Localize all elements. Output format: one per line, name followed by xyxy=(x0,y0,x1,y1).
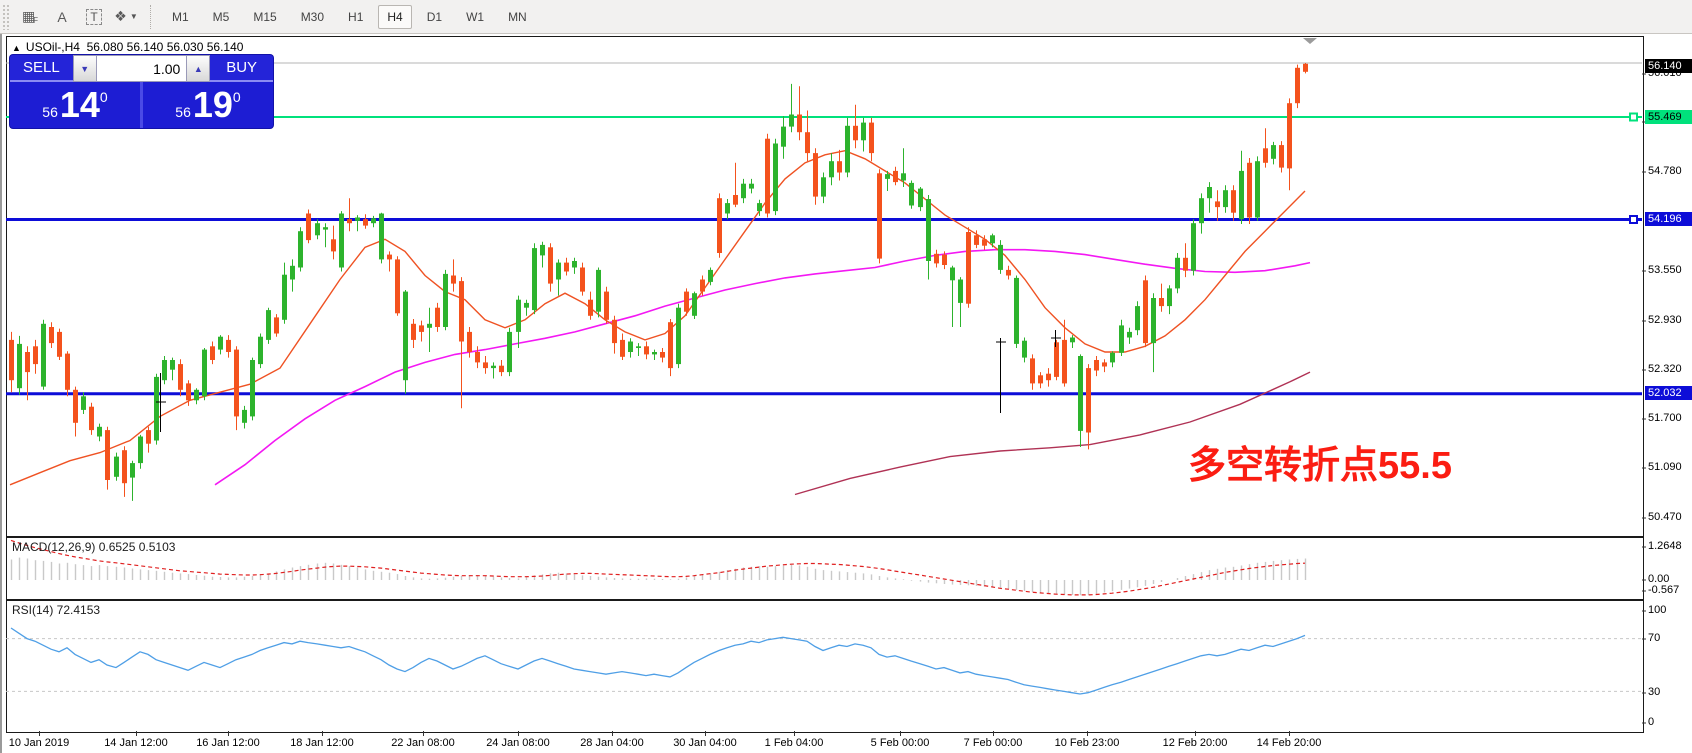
timeframe-m5[interactable]: M5 xyxy=(212,9,230,24)
rsi-tick-label: 100 xyxy=(1648,604,1667,616)
volume-input[interactable]: 1.00 xyxy=(96,55,187,82)
sell-button[interactable]: SELL xyxy=(10,55,73,82)
chevron-down-icon: ▼ xyxy=(129,12,138,21)
price-tick-label: 51.090 xyxy=(1648,461,1682,473)
arrange-arrows-icon[interactable]: ❖ ▼ xyxy=(114,8,138,24)
macd-pane[interactable] xyxy=(6,537,1644,600)
time-axis-label: 18 Jan 12:00 xyxy=(290,737,354,749)
time-axis-label: 28 Jan 04:00 xyxy=(580,737,644,749)
grid-f-icon[interactable]: ▦ F xyxy=(21,8,39,25)
rsi-pane[interactable] xyxy=(6,600,1644,733)
time-axis-label: 5 Feb 00:00 xyxy=(870,737,930,749)
time-axis-label: 7 Feb 00:00 xyxy=(963,737,1023,749)
buy-button[interactable]: BUY xyxy=(210,55,273,82)
rsi-indicator-label: RSI(14) 72.4153 xyxy=(12,603,101,617)
timeframe-h1[interactable]: H1 xyxy=(348,9,364,24)
chart-title: ▲ USOil-,H4 56.080 56.140 56.030 56.140 xyxy=(12,40,243,54)
timeframe-bar: M1 M5 M15 M30 H1 H4 D1 W1 MN xyxy=(160,4,539,29)
time-axis-label: 14 Jan 12:00 xyxy=(104,737,168,749)
time-axis-label: 30 Jan 04:00 xyxy=(673,737,737,749)
toolbar-separator xyxy=(150,4,152,29)
time-axis-label: 1 Feb 04:00 xyxy=(764,737,824,749)
buy-price[interactable]: 56 19 0 xyxy=(175,84,241,125)
main-chart-pane[interactable] xyxy=(6,36,1644,537)
ohlc-close: 56.140 xyxy=(206,40,244,54)
font-a-icon[interactable]: A xyxy=(57,8,67,25)
timeframe-w1[interactable]: W1 xyxy=(466,9,485,24)
price-tick-label: 50.470 xyxy=(1648,511,1682,523)
timeframe-mn[interactable]: MN xyxy=(508,9,527,24)
ohlc-low: 56.030 xyxy=(166,40,204,54)
macd-indicator-label: MACD(12,26,9) 0.6525 0.5103 xyxy=(12,540,176,554)
volume-down-button[interactable]: ▼ xyxy=(72,55,97,82)
timeframe-m15[interactable]: M15 xyxy=(253,9,277,24)
rsi-tick-label: 0 xyxy=(1648,716,1655,728)
symbol-name: USOil-,H4 xyxy=(25,40,80,54)
volume-up-button[interactable]: ▲ xyxy=(186,55,211,82)
macd-tick-label: -0.567 xyxy=(1648,584,1680,596)
text-label-icon[interactable]: T xyxy=(80,4,108,30)
sell-price[interactable]: 56 14 0 xyxy=(42,84,108,125)
price-separator xyxy=(140,82,143,128)
price-tick-label: 53.550 xyxy=(1648,264,1682,276)
time-axis-label: 22 Jan 08:00 xyxy=(391,737,455,749)
ohlc-high: 56.140 xyxy=(126,40,164,54)
rsi-tick-label: 70 xyxy=(1648,632,1661,644)
time-axis-label: 24 Jan 08:00 xyxy=(486,737,550,749)
time-axis-label: 12 Feb 20:00 xyxy=(1162,737,1228,749)
price-badge: 56.140 xyxy=(1645,59,1692,73)
macd-tick-label: 0.00 xyxy=(1648,573,1670,585)
one-click-trade-panel: SELL ▼ 1.00 ▲ BUY 56 14 0 56 19 0 xyxy=(10,55,273,128)
collapse-arrow-icon[interactable]: ▲ xyxy=(12,43,21,53)
price-tick-label: 54.780 xyxy=(1648,165,1682,177)
toolbar-grip[interactable] xyxy=(2,3,10,30)
window-left-border xyxy=(0,34,2,753)
price-badge: 52.032 xyxy=(1645,386,1692,400)
ohlc-open: 56.080 xyxy=(86,40,124,54)
price-badge: 55.469 xyxy=(1645,110,1692,124)
price-tick-label: 51.700 xyxy=(1648,412,1682,424)
timeframe-m30[interactable]: M30 xyxy=(300,9,325,24)
price-badge: 54.196 xyxy=(1645,212,1692,226)
timeframe-m1[interactable]: M1 xyxy=(172,9,189,24)
time-axis-label: 14 Feb 20:00 xyxy=(1256,737,1322,749)
macd-tick-label: 1.2648 xyxy=(1648,540,1682,552)
rsi-tick-label: 30 xyxy=(1648,686,1661,698)
time-axis-label: 10 Jan 2019 xyxy=(8,737,70,749)
annotation-text: 多空转折点55.5 xyxy=(1188,445,1452,487)
timeframe-h4[interactable]: H4 xyxy=(378,4,412,29)
price-tick-label: 52.320 xyxy=(1648,363,1682,375)
toolbar: ▦ F A T ❖ ▼ M1 M5 M15 M30 H1 H4 D1 W1 MN xyxy=(0,0,1692,34)
price-tick-label: 52.930 xyxy=(1648,314,1682,326)
time-axis-label: 16 Jan 12:00 xyxy=(196,737,260,749)
time-axis-label: 10 Feb 23:00 xyxy=(1054,737,1120,749)
timeframe-d1[interactable]: D1 xyxy=(426,9,443,24)
